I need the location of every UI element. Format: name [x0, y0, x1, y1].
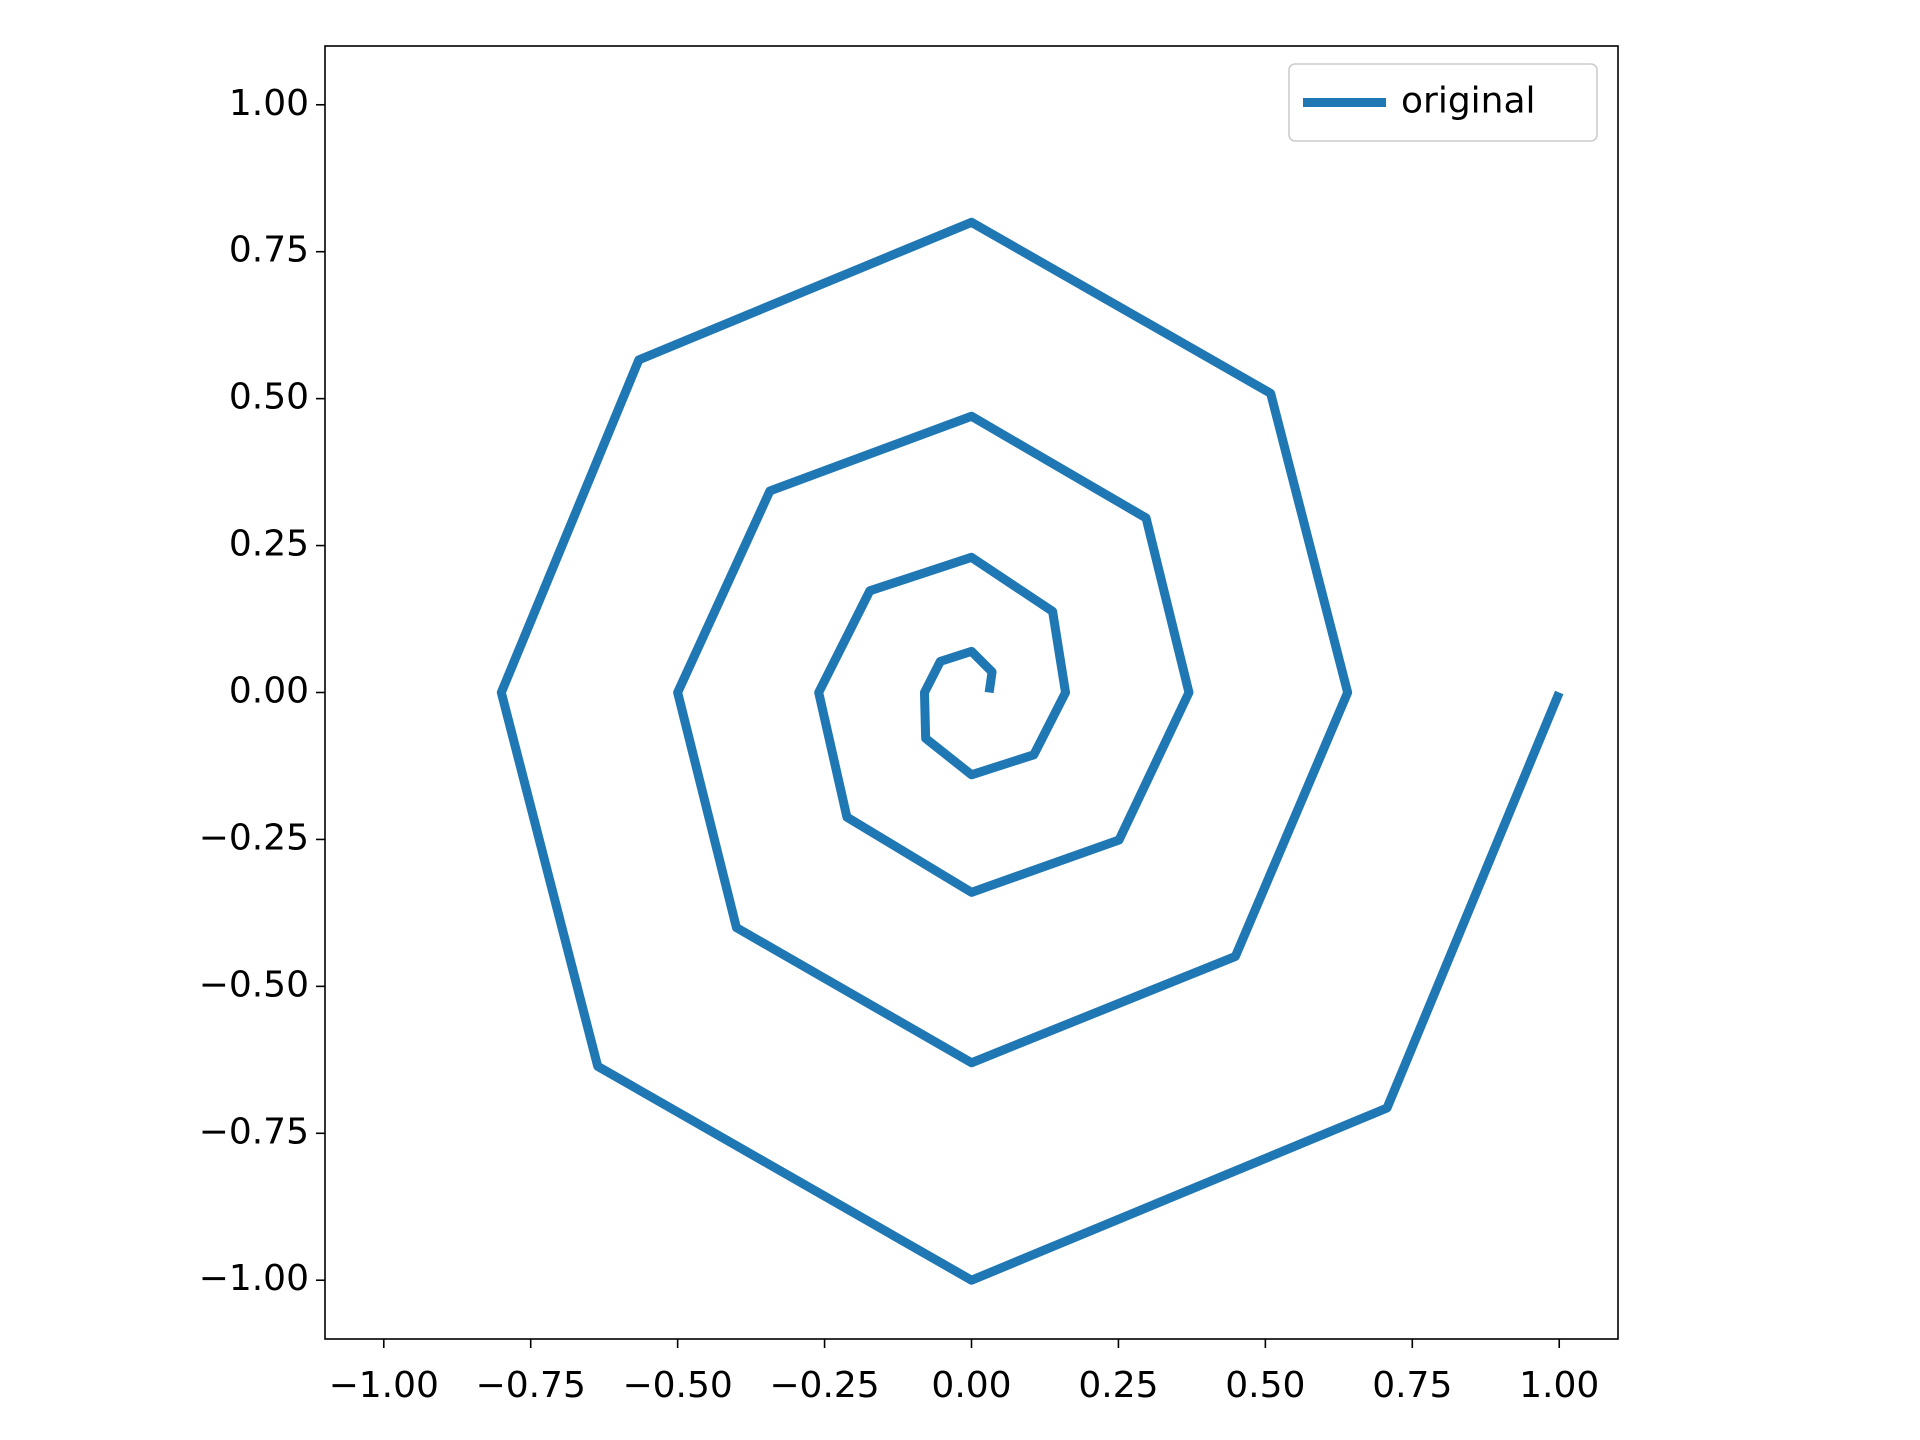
y-tick-label: −1.00 — [199, 1258, 309, 1299]
y-tick-label: 0.00 — [229, 671, 309, 712]
x-tick-label: 0.50 — [1225, 1365, 1305, 1406]
legend-box — [1288, 63, 1598, 142]
y-tick-label: −0.75 — [199, 1111, 309, 1152]
x-tick-label: 0.00 — [931, 1365, 1011, 1406]
x-tick-label: 1.00 — [1519, 1365, 1599, 1406]
x-tick-label: −0.75 — [476, 1365, 586, 1406]
y-tick-label: −0.25 — [199, 817, 309, 858]
y-tick-label: −0.50 — [199, 964, 309, 1005]
y-tick-label: 1.00 — [229, 83, 309, 124]
x-tick-label: −1.00 — [329, 1365, 439, 1406]
line — [496, 217, 1564, 1285]
y-tick-label: 0.25 — [229, 524, 309, 565]
axes-frame — [324, 45, 1619, 1340]
legend-label: original — [1401, 81, 1536, 122]
x-tick-label: −0.50 — [622, 1365, 732, 1406]
x-tick-label: −0.25 — [769, 1365, 879, 1406]
y-tick-label: 0.50 — [229, 377, 309, 418]
x-tick-label: 0.75 — [1372, 1365, 1452, 1406]
x-tick-label: 0.25 — [1078, 1365, 1158, 1406]
y-tick-label: 0.75 — [229, 230, 309, 271]
